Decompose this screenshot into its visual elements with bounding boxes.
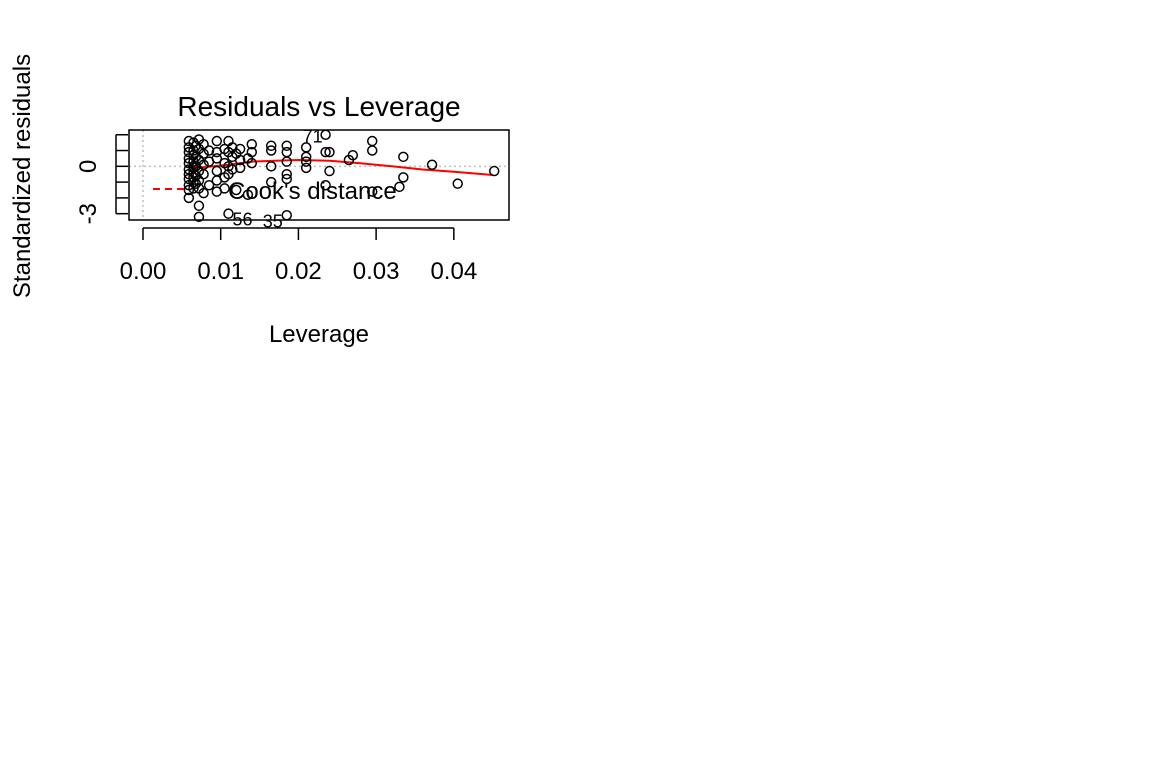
- data-point: [265, 140, 277, 152]
- data-point: [246, 138, 258, 150]
- data-point: [230, 184, 242, 196]
- x-axis: 0.00 0.01 0.02 0.03 0.04: [120, 227, 477, 285]
- data-point: [223, 208, 234, 219]
- data-point: [265, 176, 277, 188]
- data-point: [452, 178, 463, 189]
- data-point: [426, 159, 438, 170]
- data-point: [265, 145, 277, 156]
- chart-title: Residuals vs Leverage: [177, 91, 460, 122]
- point-label: 71: [303, 127, 323, 147]
- data-point: [227, 164, 238, 175]
- data-point: [234, 162, 246, 174]
- y-axis-label: Standardized residuals: [9, 54, 36, 298]
- legend: Cook's distance: [153, 178, 397, 205]
- data-point: [488, 165, 500, 177]
- data-point: [211, 165, 223, 177]
- y-tick-label: -3: [75, 203, 102, 224]
- data-point: [211, 153, 223, 164]
- data-point: [324, 165, 335, 177]
- data-point: [320, 180, 331, 191]
- data-point: [198, 148, 209, 159]
- data-point: [183, 192, 195, 204]
- x-axis-label: Leverage: [269, 321, 369, 348]
- data-point: [366, 145, 378, 156]
- data-point: [234, 143, 246, 155]
- data-point: [366, 135, 378, 147]
- data-point: [366, 186, 378, 197]
- data-point: [234, 154, 246, 166]
- data-points: [183, 129, 500, 223]
- data-point: [190, 140, 202, 152]
- data-point: [281, 156, 293, 167]
- data-point: [193, 200, 205, 212]
- data-point: [183, 135, 195, 147]
- data-point: [188, 137, 199, 148]
- data-point: [219, 183, 230, 194]
- data-point: [320, 146, 331, 158]
- legend-label: Cook's distance: [228, 178, 397, 205]
- data-point: [242, 189, 254, 200]
- data-point: [281, 210, 293, 221]
- reference-lines: [129, 130, 509, 220]
- point-label: 35: [263, 211, 283, 231]
- data-point: [203, 145, 215, 156]
- x-tick-label: 0.02: [275, 258, 322, 285]
- data-point: [203, 180, 215, 191]
- x-tick-label: 0.03: [353, 258, 400, 285]
- x-tick-label: 0.04: [430, 258, 477, 285]
- data-point: [198, 187, 209, 199]
- y-axis: -3 0: [75, 133, 128, 224]
- x-tick-label: 0.00: [120, 258, 167, 285]
- data-point: [394, 181, 405, 193]
- data-point: [398, 172, 409, 183]
- data-point: [265, 161, 277, 172]
- data-point: [183, 184, 195, 196]
- data-point: [281, 140, 293, 152]
- data-point: [281, 173, 293, 185]
- data-point: [198, 168, 209, 180]
- data-point: [246, 157, 258, 169]
- y-tick-label: 0: [75, 160, 102, 173]
- data-point: [211, 135, 223, 147]
- data-point: [347, 150, 359, 161]
- data-point: [300, 156, 312, 167]
- data-point: [300, 162, 312, 174]
- plot-frame: [128, 129, 510, 221]
- data-point: [246, 146, 258, 158]
- data-point: [281, 168, 293, 180]
- data-point: [398, 151, 409, 163]
- x-tick-label: 0.01: [197, 258, 244, 285]
- data-point: [193, 211, 205, 223]
- data-point: [188, 172, 199, 183]
- data-point: [281, 146, 293, 158]
- data-point: [324, 146, 335, 158]
- data-point: [188, 176, 199, 188]
- data-point: [300, 151, 312, 163]
